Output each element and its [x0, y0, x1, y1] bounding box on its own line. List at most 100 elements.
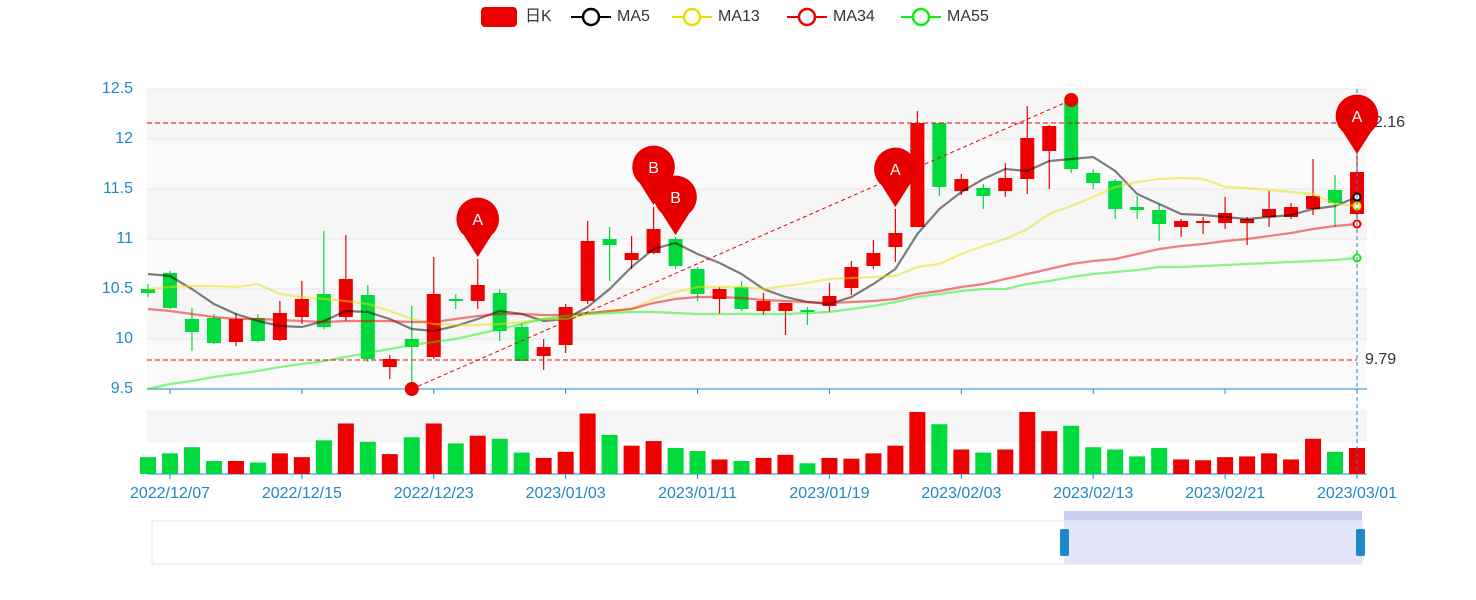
- volume-bar: [183, 447, 200, 474]
- candle-body: [1152, 210, 1167, 224]
- candle-body: [1284, 207, 1299, 217]
- legend-icon: [911, 7, 931, 27]
- candle-body: [910, 123, 925, 227]
- volume-bar: [909, 412, 926, 474]
- volume-bar: [623, 445, 640, 474]
- volume-bar: [535, 457, 552, 474]
- volume-bar: [843, 458, 860, 474]
- volume-bar: [1305, 438, 1322, 474]
- volume-bar: [249, 462, 266, 474]
- volume-bar: [733, 460, 750, 474]
- volume-bar: [337, 423, 354, 474]
- candle-body: [514, 327, 529, 361]
- candle-body: [954, 179, 969, 191]
- volume-bar: [601, 434, 618, 474]
- volume-bar: [689, 451, 706, 474]
- candle-body: [1020, 138, 1035, 179]
- candle-body: [888, 233, 903, 247]
- split-area: [147, 89, 1367, 139]
- candle-body: [690, 269, 705, 294]
- volume-bar: [1063, 425, 1080, 474]
- volume-bar: [1261, 453, 1278, 474]
- volume-bar: [865, 453, 882, 474]
- y-tick-label: 9.5: [111, 380, 133, 397]
- candle-body: [1328, 190, 1343, 203]
- volume-bar: [1041, 431, 1058, 474]
- mark-line-label: 9.79: [1365, 351, 1396, 368]
- volume-bar: [755, 457, 772, 474]
- candle-body: [1042, 126, 1057, 151]
- candle-body: [976, 188, 991, 196]
- candle-body: [932, 123, 947, 187]
- ma-line: [147, 176, 1358, 327]
- volume-bar: [1327, 451, 1344, 474]
- volume-bar: [667, 447, 684, 474]
- y-tick-label: 10.5: [102, 280, 133, 297]
- y-tick-label: 12.5: [102, 80, 133, 97]
- candle-body: [580, 241, 595, 301]
- mark-pin: [874, 147, 917, 207]
- volume-bar: [821, 457, 838, 474]
- candle-body: [1306, 196, 1321, 209]
- legend-icon: [481, 7, 517, 27]
- zoom-handle[interactable]: [1060, 529, 1069, 556]
- candle-body: [426, 294, 441, 357]
- volume-bar: [557, 451, 574, 474]
- x-tick-label: 2023/01/03: [526, 485, 606, 502]
- volume-bar: [711, 459, 728, 474]
- volume-bar: [1195, 460, 1212, 474]
- y-tick-label: 11.5: [103, 180, 133, 197]
- candle-body: [800, 310, 815, 312]
- volume-bar: [1019, 412, 1036, 474]
- volume-bar: [359, 441, 376, 474]
- candle-body: [602, 239, 617, 245]
- y-tick-label: 10: [115, 330, 133, 347]
- legend-label: 日K: [525, 8, 552, 25]
- candle-body: [756, 301, 771, 311]
- volume-bar: [799, 463, 816, 474]
- volume-bar: [1085, 447, 1102, 474]
- volume-bar: [403, 437, 420, 474]
- volume-area: [147, 410, 1367, 442]
- ma-line: [147, 155, 1358, 333]
- zoom-bar[interactable]: [1064, 511, 1362, 520]
- volume-bar: [1173, 459, 1190, 474]
- volume-bar: [777, 454, 794, 474]
- volume-bar: [1107, 449, 1124, 474]
- zoom-handle[interactable]: [1356, 529, 1365, 556]
- legend-label: MA34: [833, 8, 875, 25]
- trend-point: [1064, 93, 1079, 107]
- trend-point: [404, 382, 419, 396]
- volume-bar: [579, 413, 596, 474]
- y-tick-label: 11: [116, 230, 133, 247]
- mark-pin-label: A: [472, 212, 483, 229]
- volume-bar: [1151, 447, 1168, 474]
- candle-body: [624, 253, 639, 260]
- volume-bar: [271, 453, 288, 474]
- mark-pin: [1335, 94, 1379, 154]
- volume-bar: [513, 452, 530, 474]
- legend-icon: [581, 7, 601, 27]
- x-tick-label: 2023/01/11: [658, 485, 737, 502]
- ma-line: [147, 222, 1358, 324]
- candle-body: [1262, 209, 1277, 217]
- candle-body: [1064, 101, 1079, 169]
- volume-bar: [1283, 459, 1300, 474]
- candle-body: [382, 359, 397, 367]
- x-tick-label: 2023/02/13: [1053, 485, 1133, 502]
- candle-body: [1130, 207, 1145, 210]
- volume-bar: [381, 454, 398, 474]
- mark-pin-label: B: [648, 160, 659, 177]
- candle-body: [712, 289, 727, 299]
- y-tick-label: 12: [115, 130, 133, 147]
- x-tick-label: 2022/12/07: [130, 485, 210, 502]
- mark-pin: [632, 145, 675, 205]
- volume-bar: [425, 423, 442, 474]
- x-tick-label: 2023/03/01: [1317, 485, 1397, 502]
- candle-body: [1196, 221, 1211, 223]
- candle-body: [162, 273, 177, 308]
- volume-bar: [315, 440, 332, 474]
- volume-bar: [227, 460, 244, 474]
- legend-icon: [797, 7, 817, 27]
- legend-icon: [682, 7, 702, 27]
